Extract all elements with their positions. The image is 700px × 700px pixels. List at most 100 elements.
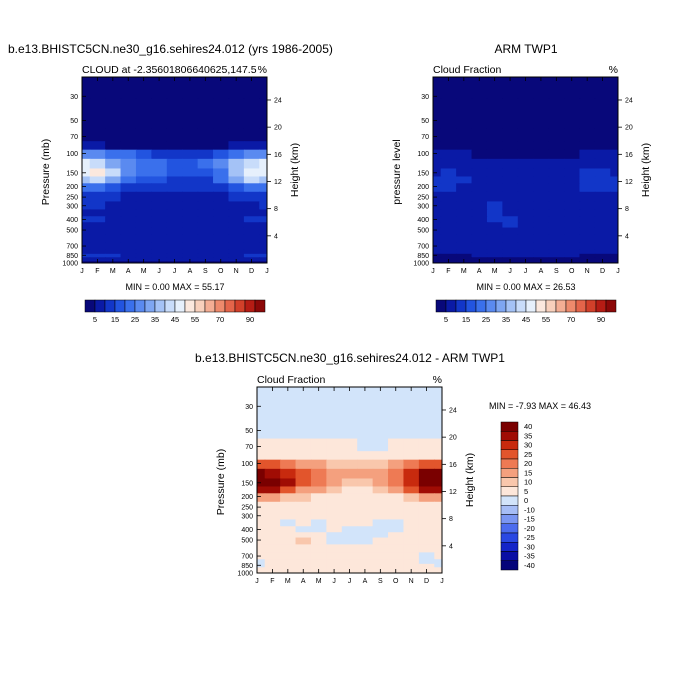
x-tick-label: N	[409, 578, 414, 585]
heatmap-cell	[213, 141, 230, 151]
heatmap-cell	[182, 128, 199, 142]
heatmap-cell	[264, 552, 281, 560]
heatmap-cell	[456, 249, 473, 255]
colorbar-label: -10	[524, 505, 535, 514]
heatmap-cell	[372, 537, 389, 545]
heatmap-cell	[502, 249, 519, 255]
x-tick-label: N	[234, 268, 239, 275]
heatmap-cell	[341, 501, 358, 513]
heatmap-cell	[548, 253, 565, 258]
colorbar-box	[500, 477, 519, 487]
heatmap-cell	[533, 191, 550, 203]
heatmap-cell	[434, 387, 442, 410]
heatmap-cell	[357, 493, 374, 503]
heatmap-cell	[82, 77, 91, 100]
heatmap-cell	[517, 242, 534, 250]
heatmap-cell	[166, 201, 183, 211]
heatmap-cell	[326, 478, 343, 488]
heatmap-cell	[341, 493, 358, 503]
y-right-tick-label: 4	[449, 543, 453, 550]
heatmap-cell	[403, 438, 420, 452]
heatmap-cell	[213, 216, 230, 223]
heatmap-cell	[564, 168, 581, 178]
heatmap-cell	[533, 222, 550, 229]
heatmap-cell	[166, 158, 183, 170]
heatmap-cell	[259, 234, 267, 243]
heatmap-cell	[259, 222, 267, 229]
heatmap-cell	[357, 438, 374, 452]
colorbar-box	[224, 299, 236, 313]
heatmap-cell	[228, 158, 245, 170]
heatmap-cell	[433, 168, 442, 178]
heatmap-cell	[243, 249, 260, 255]
heatmap-cell	[517, 253, 534, 258]
heatmap-cell	[82, 222, 91, 229]
heatmap-cell	[610, 261, 618, 263]
heatmap-cell	[257, 501, 266, 513]
heatmap-cell	[151, 98, 168, 130]
heatmap-cell	[502, 141, 519, 151]
heatmap-cell	[197, 191, 214, 203]
y-tick-label: 50	[70, 118, 78, 125]
heatmap-cell	[548, 176, 565, 184]
heatmap-cell	[197, 253, 214, 258]
heatmap-cell	[326, 468, 343, 480]
y-tick-label: 100	[241, 461, 253, 468]
x-tick-label: M	[316, 578, 322, 585]
heatmap-cell	[594, 222, 611, 229]
heatmap-cell	[403, 519, 420, 527]
heatmap-cell	[264, 537, 281, 545]
heatmap-cell	[418, 486, 435, 494]
heatmap-cell	[151, 77, 168, 100]
heatmap-cell	[295, 459, 312, 470]
heatmap-cell	[295, 511, 312, 521]
heatmap-cell	[82, 242, 91, 250]
heatmap-cell	[264, 501, 281, 513]
heatmap-cell	[326, 459, 343, 470]
heatmap-cell	[533, 158, 550, 170]
heatmap-cell	[151, 191, 168, 203]
heatmap-cell	[89, 98, 106, 130]
heatmap-cell	[341, 559, 358, 565]
heatmap-cell	[259, 261, 267, 263]
x-tick-label: N	[585, 268, 590, 275]
heatmap-cell	[433, 216, 442, 223]
heatmap-cell	[434, 537, 442, 545]
heatmap-cell	[502, 234, 519, 243]
heatmap-cell	[243, 227, 260, 235]
heatmap-cell	[548, 168, 565, 178]
heatmap-cell	[341, 544, 358, 553]
heatmap-cell	[486, 98, 503, 130]
y-right-tick-label: 20	[274, 125, 282, 132]
x-tick-label: O	[569, 268, 575, 275]
heatmap-cell	[372, 438, 389, 452]
heatmap-cell	[197, 128, 214, 142]
colorbar-label: 40	[524, 422, 532, 431]
y-right-tick-label: 4	[274, 233, 278, 240]
heatmap-cell	[440, 234, 457, 243]
colorbar-label: -30	[524, 542, 535, 551]
heatmap-cell	[533, 128, 550, 142]
heatmap-cell	[295, 563, 312, 568]
heatmap-cell	[89, 128, 106, 142]
heatmap-cell	[471, 183, 488, 193]
heatmap-cell	[564, 183, 581, 193]
heatmap-cell	[182, 98, 199, 130]
x-tick-label: J	[265, 268, 269, 275]
heatmap-cell	[326, 511, 343, 521]
heatmap-cell	[295, 552, 312, 560]
heatmap-cell	[105, 98, 122, 130]
heatmap-cell	[257, 544, 266, 553]
heatmap-cell	[105, 176, 122, 184]
heatmap-cell	[388, 408, 405, 440]
heatmap-cell	[341, 387, 358, 410]
heatmap-cell	[403, 552, 420, 560]
x-tick-label: M	[285, 578, 291, 585]
x-tick-label: M	[110, 268, 116, 275]
y-tick-label: 1000	[62, 261, 78, 268]
heatmap-cell	[440, 222, 457, 229]
heatmap-cell	[486, 201, 503, 211]
heatmap-cell	[357, 519, 374, 527]
heatmap-cell	[517, 209, 534, 217]
